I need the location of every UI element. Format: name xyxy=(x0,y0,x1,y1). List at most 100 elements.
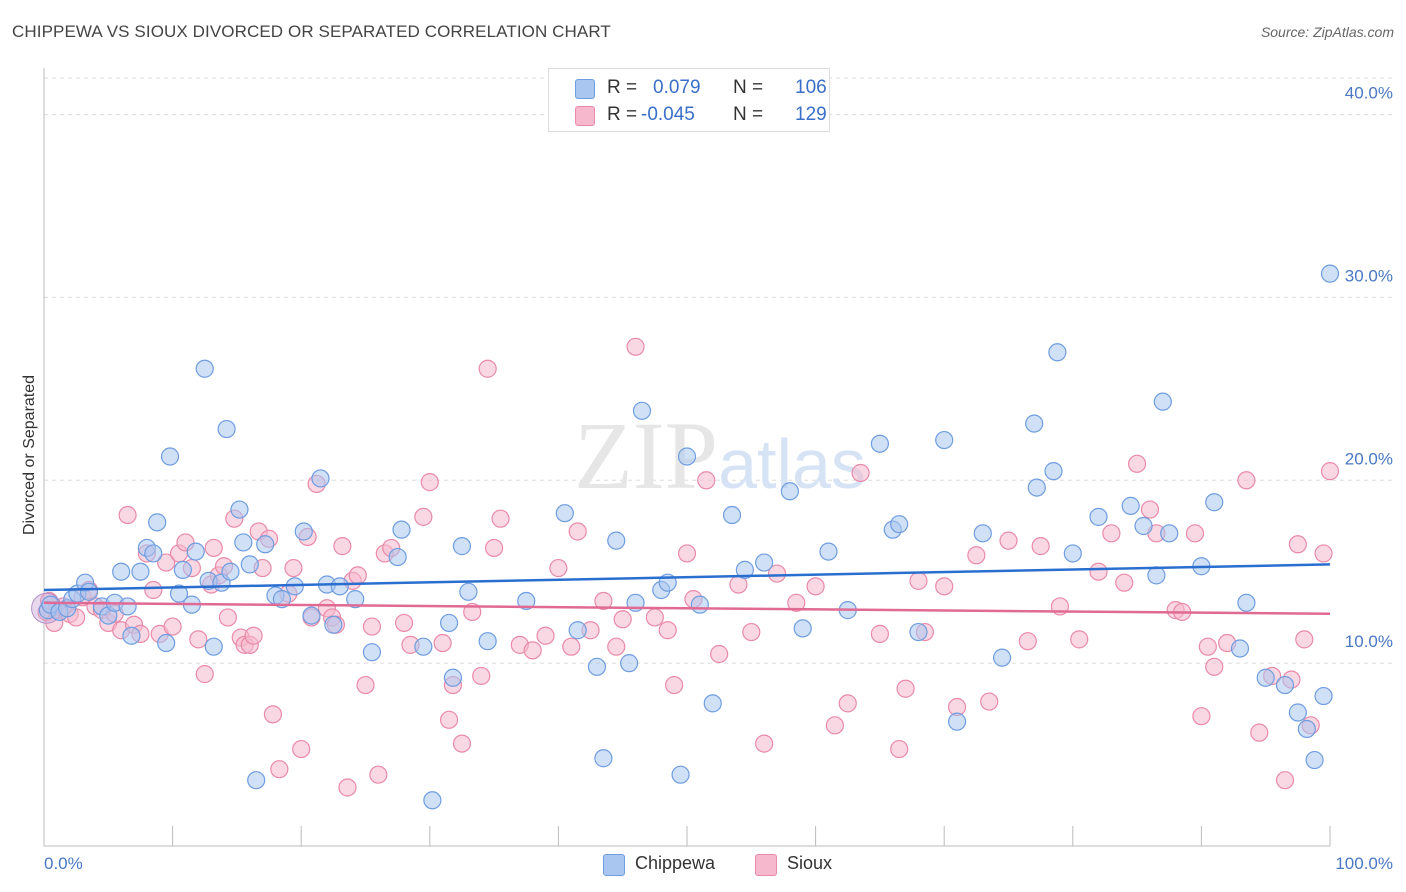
sioux-point xyxy=(1295,630,1314,649)
chippewa-point xyxy=(311,469,330,488)
sioux-point xyxy=(1320,462,1340,481)
chippewa-point xyxy=(221,562,240,581)
sioux-point xyxy=(568,522,587,541)
sioux-point xyxy=(394,613,414,633)
sioux-point xyxy=(356,675,375,695)
sioux-point xyxy=(1237,471,1256,490)
chippewa-point xyxy=(1288,703,1307,722)
chippewa-point xyxy=(234,533,253,552)
chippewa-point xyxy=(112,562,131,581)
sioux-point xyxy=(967,546,986,565)
sioux-point xyxy=(270,760,289,779)
chippewa-point xyxy=(414,637,433,656)
sioux-point xyxy=(787,593,806,612)
chippewa-point xyxy=(392,520,411,539)
trend-lines xyxy=(43,563,1331,616)
x-tick-label: 100.0% xyxy=(1335,854,1393,873)
sioux-point xyxy=(420,473,439,492)
chippewa-point xyxy=(160,447,180,466)
sioux-point xyxy=(163,617,182,636)
chippewa-point xyxy=(118,597,137,616)
chippewa-point xyxy=(587,657,607,676)
chippewa-point xyxy=(324,615,343,634)
x-tick-label: 0.0% xyxy=(44,854,83,873)
r-value: -0.045 xyxy=(641,104,695,125)
sioux-point xyxy=(806,577,825,596)
sioux-point xyxy=(144,580,163,600)
sioux-point xyxy=(1205,657,1224,676)
sioux-point xyxy=(362,617,382,636)
chippewa-point xyxy=(144,544,163,563)
chippewa-point xyxy=(1275,675,1295,695)
chippewa-point xyxy=(204,637,223,656)
watermark: ZIPatlas xyxy=(574,402,866,509)
chippewa-point xyxy=(247,771,266,790)
sioux-point xyxy=(1192,707,1211,726)
chippewa-point xyxy=(909,622,928,642)
y-tick-label: 20.0% xyxy=(1345,449,1393,468)
sioux-point xyxy=(1089,562,1108,581)
sioux-point xyxy=(348,566,367,585)
chippewa-point xyxy=(362,643,382,662)
sioux-point xyxy=(1127,454,1147,473)
chippewa-point xyxy=(1147,566,1166,585)
chippewa-point xyxy=(517,591,536,611)
chippewa-point xyxy=(620,654,639,673)
sioux-point xyxy=(338,778,357,797)
chippewa-point xyxy=(388,547,407,567)
sioux-point xyxy=(244,626,263,645)
r-label: R = xyxy=(607,104,638,125)
sioux-point xyxy=(1250,723,1269,742)
y-axis-label: Divorced or Separated xyxy=(21,375,38,535)
sioux-point xyxy=(491,509,510,528)
chippewa-point xyxy=(935,430,954,450)
chippewa-point xyxy=(346,590,365,609)
sioux-point xyxy=(263,705,283,724)
sioux-point xyxy=(838,694,857,713)
chippewa-point xyxy=(195,359,214,378)
sioux-point xyxy=(870,624,890,643)
chippewa-point xyxy=(443,668,463,687)
tick-labels: 10.0% 20.0% 30.0% 40.0% 0.0% 100.0% xyxy=(44,84,1393,873)
source-credit: Source: ZipAtlas.com xyxy=(1260,24,1394,40)
sioux-point xyxy=(1185,524,1205,543)
chippewa-point xyxy=(755,553,774,572)
sioux-point xyxy=(414,507,433,526)
sioux-point xyxy=(1314,544,1333,563)
chippewa-point xyxy=(439,613,459,633)
sioux-point xyxy=(369,765,388,784)
legend-label: Chippewa xyxy=(635,853,716,873)
y-tick-label: 30.0% xyxy=(1345,266,1393,285)
r-label: R = xyxy=(607,77,638,98)
chippewa-point xyxy=(870,434,890,453)
sioux-point xyxy=(472,666,491,686)
sioux-point xyxy=(189,630,208,649)
chippewa-point xyxy=(478,632,497,651)
sioux-point xyxy=(1288,535,1307,554)
n-value: 129 xyxy=(795,104,827,125)
chippewa-point xyxy=(302,606,321,625)
chippewa-point xyxy=(459,582,478,601)
chart-title: CHIPPEWA VS SIOUX DIVORCED OR SEPARATED … xyxy=(12,22,611,41)
sioux-point xyxy=(697,471,716,490)
chippewa-point xyxy=(1205,493,1224,512)
sioux-point xyxy=(935,577,954,596)
sioux-point xyxy=(218,608,237,627)
y-tick-label: 40.0% xyxy=(1345,84,1393,103)
chippewa-point xyxy=(568,621,587,640)
chippewa-point xyxy=(1044,462,1063,481)
chippewa-point xyxy=(148,513,167,532)
sioux-swatch xyxy=(755,854,777,876)
sioux-point xyxy=(478,359,497,378)
sioux-point xyxy=(909,571,928,590)
chippewa-point xyxy=(1089,507,1108,526)
sioux-point xyxy=(562,637,581,656)
chippewa-point xyxy=(230,500,249,519)
sioux-point xyxy=(613,610,632,629)
sioux-point xyxy=(767,564,787,583)
sioux-point xyxy=(549,558,568,578)
sioux-point xyxy=(677,544,697,563)
chippewa-point xyxy=(452,537,472,556)
chippewa-point xyxy=(677,447,697,466)
n-label: N = xyxy=(733,77,764,98)
